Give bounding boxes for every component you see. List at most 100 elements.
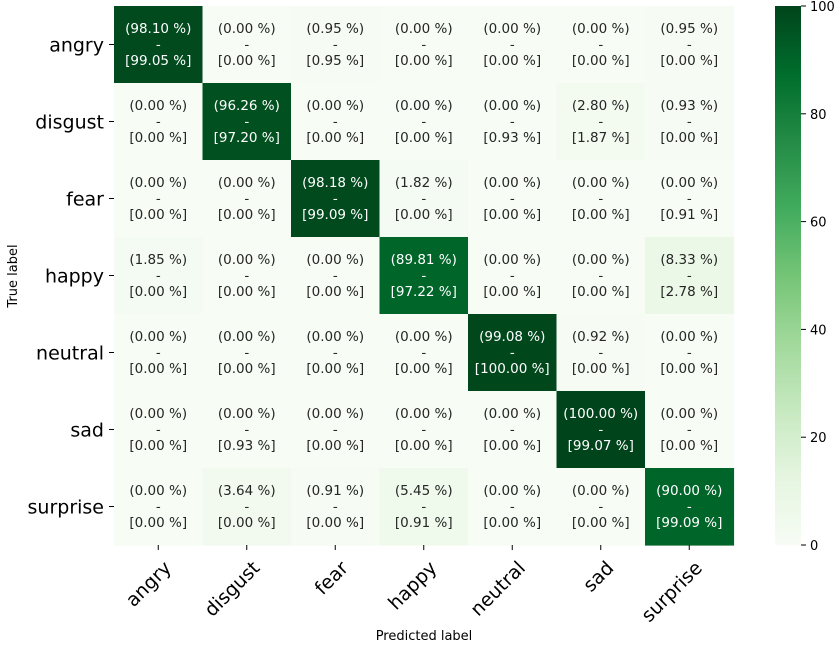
cell-separator: - — [687, 114, 692, 130]
cell-secondary-value: [0.91 %] — [660, 207, 718, 223]
heatmap-cell-1-0 — [114, 83, 204, 161]
cell-separator: - — [156, 114, 161, 130]
heatmap-cell-6-3 — [379, 468, 469, 546]
x-tick-label: happy — [384, 557, 441, 614]
cell-separator: - — [510, 345, 515, 361]
cell-secondary-value: [99.09 %] — [656, 515, 722, 531]
cell-primary-value: (0.00 %) — [572, 483, 630, 499]
x-tick-label: fear — [311, 557, 353, 599]
heatmap-cell-1-5 — [556, 83, 646, 161]
cell-primary-value: (3.64 %) — [218, 483, 276, 499]
y-tick-label: fear — [66, 189, 104, 211]
cell-primary-value: (98.10 %) — [125, 21, 191, 37]
heatmap-cell-2-4 — [468, 160, 558, 238]
cell-separator: - — [421, 114, 426, 130]
x-tick-label: surprise — [637, 557, 707, 627]
cell-primary-value: (1.82 %) — [395, 175, 453, 191]
cell-secondary-value: [0.00 %] — [306, 130, 364, 146]
cell-secondary-value: [0.00 %] — [395, 361, 453, 377]
heatmap-cell-6-1 — [202, 468, 292, 546]
cell-separator: - — [510, 37, 515, 53]
cell-secondary-value: [0.00 %] — [129, 515, 187, 531]
heatmap-cell-3-0 — [114, 237, 204, 315]
cell-primary-value: (0.92 %) — [572, 329, 630, 345]
cell-primary-value: (90.00 %) — [656, 483, 722, 499]
cell-secondary-value: [0.00 %] — [572, 284, 630, 300]
heatmap-cell-0-0 — [114, 6, 204, 84]
x-tick-label: disgust — [200, 557, 264, 621]
cell-secondary-value: [99.05 %] — [125, 53, 191, 69]
heatmap-cell-4-3 — [379, 314, 469, 392]
cell-primary-value: (0.00 %) — [483, 21, 541, 37]
heatmap-cell-0-1 — [202, 6, 292, 84]
cell-secondary-value: [0.91 %] — [395, 515, 453, 531]
cell-separator: - — [156, 268, 161, 284]
cell-separator: - — [421, 268, 426, 284]
cell-primary-value: (0.00 %) — [483, 483, 541, 499]
cell-separator: - — [687, 345, 692, 361]
heatmap-cell-1-4 — [468, 83, 558, 161]
x-tick-labels: angry disgust fear happy neutral sad surprise — [122, 545, 707, 627]
cell-primary-value: (0.00 %) — [395, 329, 453, 345]
cell-primary-value: (0.95 %) — [306, 21, 364, 37]
heatmap-cell-4-1 — [202, 314, 292, 392]
heatmap-cell-0-6 — [645, 6, 735, 84]
heatmap-cell-2-1 — [202, 160, 292, 238]
cell-secondary-value: [0.00 %] — [306, 284, 364, 300]
cell-primary-value: (0.00 %) — [218, 175, 276, 191]
cell-separator: - — [244, 37, 249, 53]
heatmap-cell-5-1 — [202, 391, 292, 469]
cell-secondary-value: [0.00 %] — [660, 130, 718, 146]
cell-primary-value: (2.80 %) — [572, 98, 630, 114]
colorbar-tick-label: 100 — [810, 0, 835, 15]
cell-secondary-value: [0.00 %] — [483, 207, 541, 223]
heatmap-cell-2-5 — [556, 160, 646, 238]
cell-separator: - — [510, 499, 515, 515]
colorbar-tick-label: 80 — [810, 108, 827, 123]
cell-separator: - — [687, 191, 692, 207]
y-tick-label: surprise — [28, 497, 105, 519]
cell-primary-value: (99.08 %) — [479, 329, 545, 345]
heatmap-cell-2-0 — [114, 160, 204, 238]
cell-separator: - — [687, 422, 692, 438]
cell-separator: - — [333, 37, 338, 53]
cell-separator: - — [598, 345, 603, 361]
cell-secondary-value: [0.00 %] — [660, 361, 718, 377]
heatmap-cell-0-4 — [468, 6, 558, 84]
cell-secondary-value: [0.00 %] — [483, 284, 541, 300]
cell-separator: - — [687, 37, 692, 53]
cell-primary-value: (0.00 %) — [306, 329, 364, 345]
cell-secondary-value: [97.20 %] — [214, 130, 280, 146]
cell-secondary-value: [0.93 %] — [483, 130, 541, 146]
x-axis-label: Predicted label — [376, 629, 473, 644]
colorbar-gradient — [775, 6, 801, 545]
cell-separator: - — [156, 345, 161, 361]
cell-secondary-value: [0.95 %] — [306, 53, 364, 69]
heatmap-cell-5-4 — [468, 391, 558, 469]
cell-separator: - — [333, 499, 338, 515]
y-tick-label: angry — [49, 35, 104, 57]
cell-primary-value: (0.00 %) — [129, 175, 187, 191]
cell-secondary-value: [2.78 %] — [660, 284, 718, 300]
heatmap-cell-5-6 — [645, 391, 735, 469]
heatmap-cell-1-1 — [202, 83, 292, 161]
cell-primary-value: (0.95 %) — [660, 21, 718, 37]
heatmap-cell-4-6 — [645, 314, 735, 392]
cell-separator: - — [244, 422, 249, 438]
heatmap-cell-6-4 — [468, 468, 558, 546]
cell-primary-value: (0.93 %) — [660, 98, 718, 114]
y-tick-label: neutral — [36, 343, 104, 365]
cell-separator: - — [510, 114, 515, 130]
cell-primary-value: (1.85 %) — [129, 252, 187, 268]
cell-separator: - — [598, 422, 603, 438]
cell-secondary-value: [0.00 %] — [306, 515, 364, 531]
cell-secondary-value: [99.07 %] — [568, 438, 634, 454]
heatmap-cell-3-5 — [556, 237, 646, 315]
cell-separator: - — [598, 37, 603, 53]
cell-separator: - — [156, 37, 161, 53]
cell-secondary-value: [0.00 %] — [483, 515, 541, 531]
cell-secondary-value: [0.00 %] — [218, 53, 276, 69]
cell-separator: - — [598, 114, 603, 130]
heatmap-cell-6-2 — [291, 468, 381, 546]
cell-separator: - — [421, 191, 426, 207]
